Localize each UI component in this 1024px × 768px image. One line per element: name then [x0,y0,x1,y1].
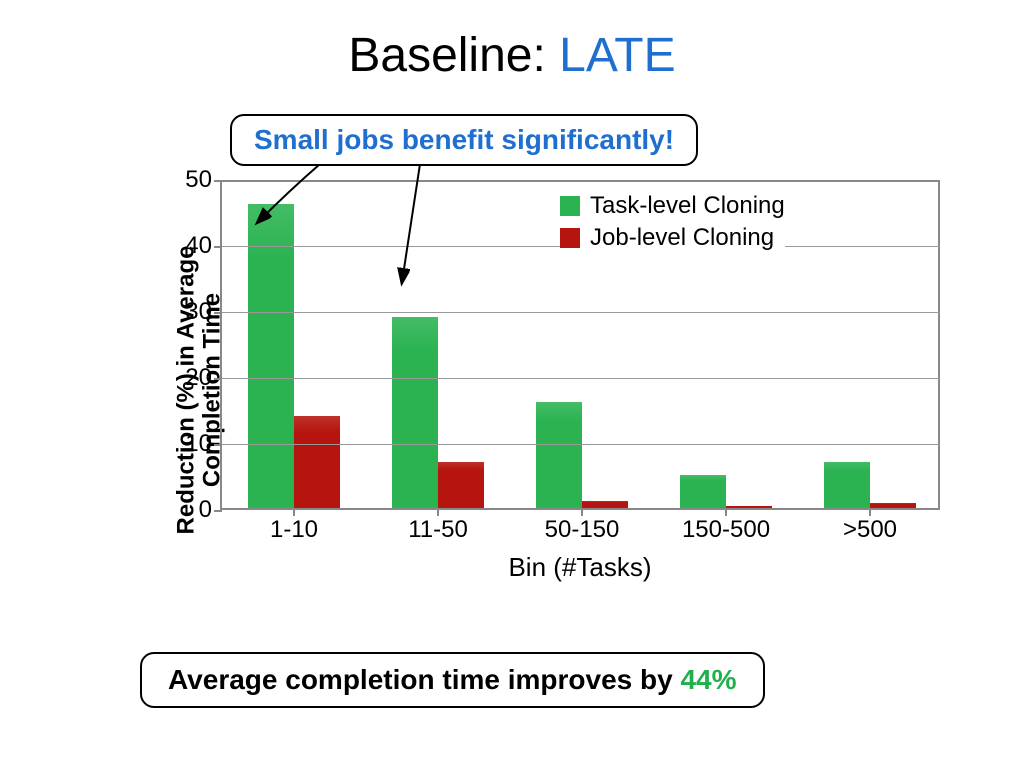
legend-label: Task-level Cloning [590,192,785,220]
legend-swatch [560,228,580,248]
callout-top-text: Small jobs benefit significantly! [254,124,674,155]
legend: Task-level Cloning Job-level Cloning [560,192,785,256]
legend-row: Task-level Cloning [560,192,785,220]
callout-top: Small jobs benefit significantly! [230,114,698,166]
legend-row: Job-level Cloning [560,224,785,252]
legend-swatch [560,196,580,216]
legend-label: Job-level Cloning [590,224,774,252]
